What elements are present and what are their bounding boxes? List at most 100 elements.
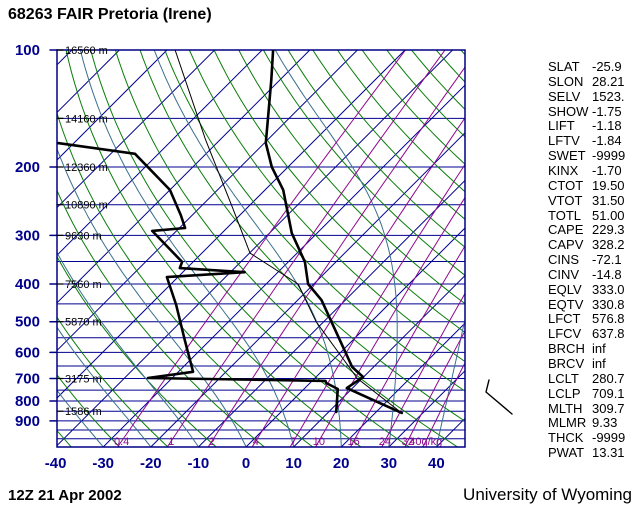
index-value: -9999 — [592, 148, 626, 164]
grid-isobars — [56, 117, 466, 440]
index-value: -14.8 — [592, 266, 622, 282]
index-value: inf — [592, 341, 606, 357]
index-value: 1523. — [592, 88, 625, 104]
index-value: 51.00 — [592, 207, 625, 223]
index-name: VTOT — [548, 192, 583, 208]
pressure-label: 700 — [15, 370, 40, 387]
index-row-cins: CINS -72.1 — [548, 252, 638, 267]
station-title: 68263 FAIR Pretoria (Irene) — [8, 6, 212, 23]
temp-label: 10 — [285, 455, 302, 472]
index-value: 330.8 — [592, 296, 625, 312]
height-label: 9630 m — [65, 230, 102, 242]
index-row-brcv: BRCV inf — [548, 356, 638, 371]
index-name: MLTH — [548, 400, 583, 416]
height-label: 3175 m — [65, 373, 102, 385]
index-value: 309.7 — [592, 400, 625, 416]
index-name: LIFT — [548, 118, 575, 134]
index-row-ctot: CTOT 19.50 — [548, 178, 638, 193]
pressure-label: 200 — [15, 159, 40, 176]
index-row-lclp: LCLP 709.1 — [548, 386, 638, 401]
index-row-totl: TOTL 51.00 — [548, 208, 638, 223]
index-name: SLON — [548, 73, 584, 89]
pressure-label: 100 — [15, 42, 40, 59]
mixing-ratio-label: 7 — [291, 436, 297, 448]
height-label: 12360 m — [65, 162, 108, 174]
index-row-cinv: CINV -14.8 — [548, 267, 638, 282]
temp-label: -10 — [188, 455, 210, 472]
index-name: SLAT — [548, 59, 580, 74]
plot-frame — [49, 49, 466, 448]
grid-dry-adiabats — [57, 50, 465, 447]
mixing-ratio-label: 32 — [402, 436, 414, 448]
index-row-kinx: KINX -1.70 — [548, 163, 638, 178]
index-value: 13.31 — [592, 445, 625, 461]
index-name: SWET — [548, 148, 586, 164]
index-value: 333.0 — [592, 281, 625, 297]
index-row-lftv: LFTV -1.84 — [548, 133, 638, 148]
index-row-lfcv: LFCV 637.8 — [548, 326, 638, 341]
pressure-label: 500 — [15, 314, 40, 331]
index-name: LFCT — [548, 311, 581, 327]
index-name: BRCV — [548, 356, 585, 371]
grid-isotherms — [57, 50, 465, 447]
mixing-ratio-label: 24 — [379, 436, 391, 448]
index-value: 280.7 — [592, 370, 625, 386]
index-value: 637.8 — [592, 326, 625, 342]
index-value: 9.33 — [592, 415, 618, 431]
index-name: CAPE — [548, 222, 584, 238]
mixing-ratio-label: 0.4 — [114, 436, 129, 448]
parcel-trace — [174, 50, 403, 414]
index-name: CINS — [548, 252, 580, 268]
temp-label: 30 — [380, 455, 397, 472]
index-name: LFTV — [548, 133, 580, 149]
index-value: -1.75 — [592, 103, 622, 119]
height-label: 5870 m — [65, 317, 102, 329]
index-row-thck: THCK -9999 — [548, 430, 638, 445]
index-row-pwat: PWAT 13.31 — [548, 445, 638, 460]
index-row-swet: SWET -9999 — [548, 148, 638, 163]
pressure-label: 800 — [15, 393, 40, 410]
plot-border — [56, 49, 466, 448]
index-value: -9999 — [592, 430, 626, 446]
mixing-ratio-label: 4 — [253, 436, 259, 448]
index-value: inf — [592, 356, 606, 371]
mixing-ratio-label: 16 — [348, 436, 360, 448]
index-row-eqtv: EQTV 330.8 — [548, 297, 638, 312]
index-value: 576.8 — [592, 311, 625, 327]
index-row-show: SHOW -1.75 — [548, 104, 638, 119]
index-name: LCLT — [548, 370, 579, 386]
index-name: PWAT — [548, 445, 585, 461]
grid-moist-adiabats — [57, 50, 465, 447]
pressure-axis-labels: 100 200 300 400 500 600 700 800 900 — [15, 42, 40, 430]
index-row-slat: SLAT -25.9 — [548, 59, 638, 74]
pressure-label: 300 — [15, 227, 40, 244]
index-name: EQLV — [548, 281, 582, 297]
index-value: 28.21 — [592, 73, 625, 89]
dewpoint-trace — [57, 141, 340, 414]
credit-text: University of Wyoming — [463, 485, 632, 504]
index-value: -1.84 — [592, 133, 622, 149]
index-row-vtot: VTOT 31.50 — [548, 193, 638, 208]
mixing-ratio-label: 1 — [168, 436, 174, 448]
index-name: LFCV — [548, 326, 582, 342]
index-value: -72.1 — [592, 252, 622, 268]
mixing-ratio-label: 2 — [209, 436, 215, 448]
index-name: KINX — [548, 162, 579, 178]
temperature-trace — [264, 50, 404, 415]
wind-barb — [485, 379, 513, 415]
pressure-label: 900 — [15, 413, 40, 430]
index-row-lift: LIFT -1.18 — [548, 118, 638, 133]
index-row-lclt: LCLT 280.7 — [548, 371, 638, 386]
index-row-selv: SELV 1523. — [548, 89, 638, 104]
index-value: 328.2 — [592, 237, 625, 253]
index-name: THCK — [548, 430, 584, 446]
height-label: 14160 m — [65, 113, 108, 125]
temp-label: -30 — [92, 455, 114, 472]
height-label: 10890 m — [65, 200, 108, 212]
height-label: 16560 m — [65, 45, 108, 57]
index-row-brch: BRCH inf — [548, 341, 638, 356]
index-value: 19.50 — [592, 177, 625, 193]
temp-label: 0 — [242, 455, 250, 472]
